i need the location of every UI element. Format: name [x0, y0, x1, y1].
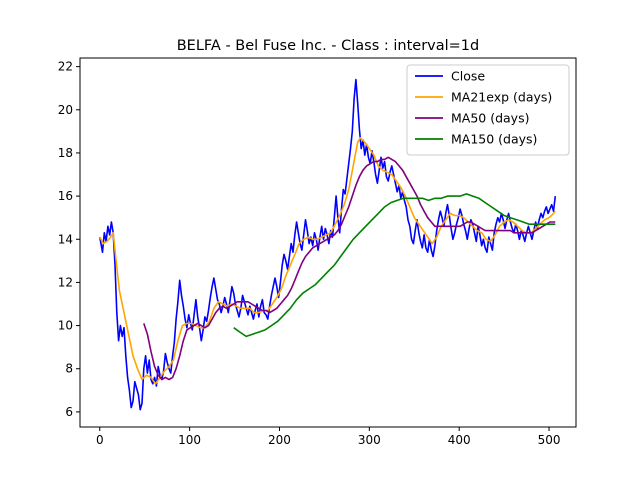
axes-layer: 0 100 200 300 400 500 6 8 10 12 14 16 18 20 22 [58, 60, 561, 447]
legend-label-ma21exp-days: MA21exp (days) [451, 90, 552, 105]
legend: Close MA21exp (days) MA50 (days) MA150 (day… [406, 64, 570, 156]
legend-box [406, 64, 570, 156]
y-tick-label: 18 [58, 146, 73, 160]
series-line-ma50-days [143, 156, 556, 381]
y-tick-label: 14 [58, 232, 73, 246]
x-tick-label: 200 [268, 433, 291, 447]
x-tick-label: 0 [96, 433, 104, 447]
y-tick-label: 10 [58, 319, 73, 333]
y-tick-label: 8 [65, 362, 73, 376]
x-tick-label: 100 [178, 433, 201, 447]
y-tick-label: 6 [65, 405, 73, 419]
chart-title: BELFA - Bel Fuse Inc. - Class : interval… [177, 38, 480, 54]
series-line-ma150-days [233, 193, 556, 338]
y-tick-label: 20 [58, 103, 73, 117]
x-tick-label: 400 [448, 433, 471, 447]
plot-frame [79, 57, 577, 428]
y-tick-label: 16 [58, 189, 73, 203]
x-tick-label: 300 [358, 433, 381, 447]
y-tick-label: 12 [58, 275, 73, 289]
legend-label-close: Close [451, 69, 485, 84]
series-layer [99, 78, 557, 411]
series-line-ma21exp-days [99, 137, 556, 385]
x-tick-label: 500 [538, 433, 561, 447]
legend-label-ma150-days: MA150 (days) [451, 132, 537, 147]
y-tick-label: 22 [58, 60, 73, 74]
legend-label-ma50-days: MA50 (days) [451, 111, 529, 126]
